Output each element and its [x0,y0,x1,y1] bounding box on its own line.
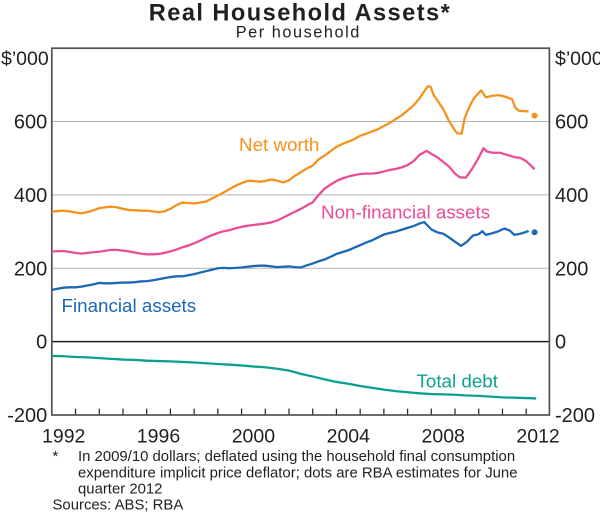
svg-text:2008: 2008 [422,426,465,448]
svg-text:Non-financial assets: Non-financial assets [321,202,490,223]
svg-text:quarter 2012: quarter 2012 [78,482,162,498]
svg-text:2000: 2000 [232,426,276,448]
svg-text:-200: -200 [555,405,595,427]
svg-text:$’000: $’000 [1,48,49,70]
svg-text:2012: 2012 [516,426,559,448]
svg-text:Real Household Assets*: Real Household Assets* [149,1,451,27]
svg-text:Financial assets: Financial assets [62,295,197,316]
svg-text:Total debt: Total debt [417,370,499,391]
svg-text:0: 0 [555,332,566,354]
svg-text:0: 0 [36,332,47,354]
svg-text:200: 200 [555,258,588,280]
svg-text:600: 600 [14,112,47,134]
svg-text:Sources: ABS; RBA: Sources: ABS; RBA [53,497,184,513]
svg-text:-200: -200 [7,405,47,427]
svg-text:Net worth: Net worth [239,134,319,155]
svg-text:1992: 1992 [42,426,85,448]
svg-text:1996: 1996 [137,426,180,448]
svg-text:$’000: $’000 [555,48,600,70]
svg-text:400: 400 [14,185,47,207]
svg-text:600: 600 [555,112,588,134]
svg-text:200: 200 [14,258,47,280]
svg-text:*: * [53,449,59,465]
svg-text:2004: 2004 [327,426,371,448]
svg-text:In 2009/10 dollars; deflated u: In 2009/10 dollars; deflated using the h… [78,449,515,465]
svg-text:400: 400 [555,185,588,207]
svg-text:Per household: Per household [236,24,361,42]
svg-text:expenditure implicit price def: expenditure implicit price deflator; dot… [78,465,517,481]
